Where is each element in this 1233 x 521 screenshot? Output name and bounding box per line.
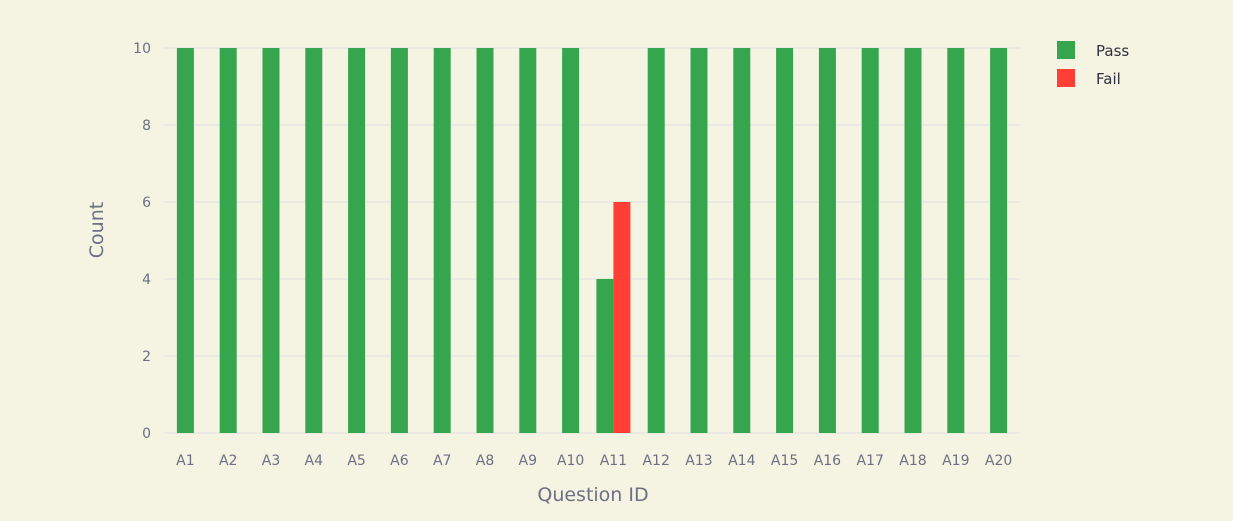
bar-pass-a17[interactable] — [861, 48, 879, 433]
bar-pass-a7[interactable] — [433, 48, 451, 433]
bar-pass-a5[interactable] — [348, 48, 366, 433]
x-tick-label: A11 — [600, 453, 627, 469]
bar-pass-a1[interactable] — [176, 48, 194, 433]
bar-pass-a15[interactable] — [776, 48, 794, 433]
x-tick-label: A12 — [642, 453, 669, 469]
y-axis-title: Count — [86, 202, 108, 258]
bar-pass-a11[interactable] — [596, 279, 614, 433]
x-tick-label: A4 — [305, 453, 324, 469]
bar-pass-a18[interactable] — [904, 48, 922, 433]
x-tick-label: A3 — [262, 453, 280, 469]
x-tick-label: A20 — [985, 453, 1012, 469]
bar-pass-a8[interactable] — [476, 48, 494, 433]
y-axis: 0 2 4 6 8 10 — [133, 41, 151, 442]
grid-layer — [164, 47, 1020, 434]
bars-layer — [176, 48, 1008, 433]
y-tick-label: 4 — [142, 272, 151, 288]
legend-label: Pass — [1096, 42, 1129, 60]
x-tick-label: A8 — [476, 453, 494, 469]
y-tick-label: 6 — [142, 195, 151, 211]
y-tick-label: 2 — [142, 349, 151, 365]
bar-pass-a9[interactable] — [519, 48, 537, 433]
x-tick-label: A15 — [771, 453, 798, 469]
legend-swatch — [1057, 69, 1075, 87]
x-tick-label: A9 — [519, 453, 537, 469]
x-tick-label: A6 — [390, 453, 409, 469]
x-tick-label: A19 — [942, 453, 969, 469]
legend[interactable]: Pass Fail — [1057, 41, 1129, 88]
bar-pass-a10[interactable] — [562, 48, 580, 433]
bar-pass-a12[interactable] — [647, 48, 665, 433]
legend-item-fail[interactable]: Fail — [1057, 69, 1121, 88]
x-tick-label: A10 — [557, 453, 584, 469]
x-tick-label: A7 — [433, 453, 451, 469]
legend-label: Fail — [1096, 70, 1121, 88]
bar-pass-a16[interactable] — [818, 48, 836, 433]
legend-item-pass[interactable]: Pass — [1057, 41, 1129, 60]
x-tick-label: A16 — [814, 453, 841, 469]
y-tick-label: 0 — [142, 426, 151, 442]
bar-pass-a13[interactable] — [690, 48, 708, 433]
bar-fail-a11[interactable] — [613, 202, 631, 433]
x-tick-label: A1 — [176, 453, 194, 469]
x-axis-title: Question ID — [537, 484, 648, 506]
bar-pass-a4[interactable] — [305, 48, 323, 433]
y-tick-label: 10 — [133, 41, 151, 57]
bar-pass-a2[interactable] — [219, 48, 237, 433]
y-tick-label: 8 — [142, 118, 151, 134]
bar-pass-a6[interactable] — [390, 48, 408, 433]
x-tick-label: A14 — [728, 453, 755, 469]
x-tick-label: A2 — [219, 453, 237, 469]
x-tick-label: A17 — [856, 453, 883, 469]
legend-swatch — [1057, 41, 1075, 59]
x-tick-label: A5 — [347, 453, 365, 469]
x-tick-label: A13 — [685, 453, 712, 469]
x-axis: A1 A2 A3 A4 A5 A6 A7 A8 A9 A10 A11 A12 A13 A14 A15 A16 A… — [176, 453, 1012, 469]
bar-pass-a14[interactable] — [733, 48, 751, 433]
bar-pass-a20[interactable] — [990, 48, 1008, 433]
x-tick-label: A18 — [899, 453, 926, 469]
bar-pass-a3[interactable] — [262, 48, 280, 433]
bar-pass-a19[interactable] — [947, 48, 965, 433]
